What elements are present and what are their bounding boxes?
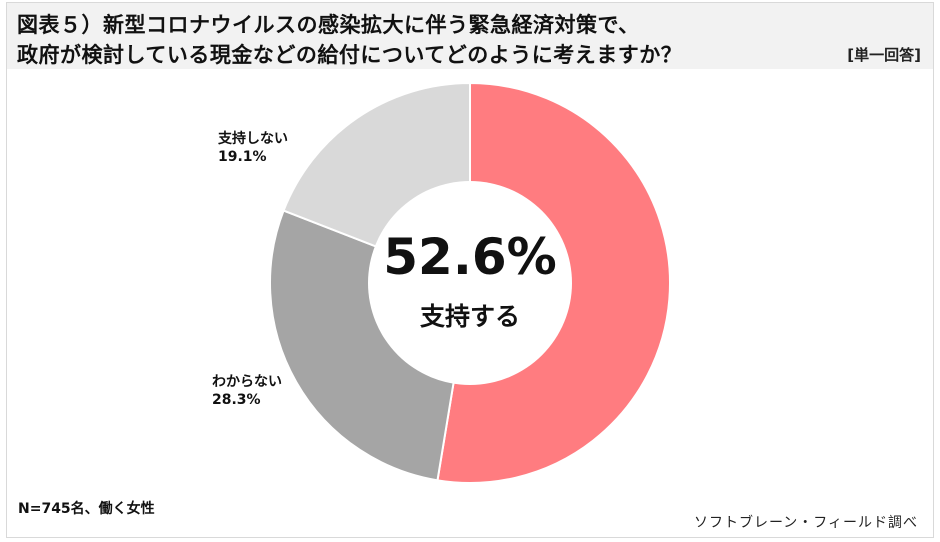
chart-title-line-1: 図表５）新型コロナウイルスの感染拡大に伴う緊急経済対策で、 xyxy=(17,13,640,37)
label-unknown: わからない 28.3% xyxy=(212,373,282,409)
label-not-support: 支持しない 19.1% xyxy=(218,130,288,166)
donut-hole xyxy=(368,181,572,385)
answer-type-label: [単一回答] xyxy=(847,46,921,64)
center-label: 支持する xyxy=(419,302,520,331)
chart-title-line-2: 政府が検討している現金などの給付についてどのように考えますか？ xyxy=(17,43,683,67)
chart-header: 図表５）新型コロナウイルスの感染拡大に伴う緊急経済対策で、 政府が検討している現… xyxy=(7,3,933,69)
source-note: ソフトブレーン・フィールド調べ xyxy=(693,515,918,531)
center-value: 52.6% xyxy=(383,228,557,286)
label-not-support-name: 支持しない xyxy=(218,131,288,147)
label-unknown-value: 28.3% xyxy=(212,392,261,408)
sample-note: N=745名、働く女性 xyxy=(18,501,155,517)
label-not-support-value: 19.1% xyxy=(218,149,267,165)
label-unknown-name: わからない xyxy=(212,374,282,390)
